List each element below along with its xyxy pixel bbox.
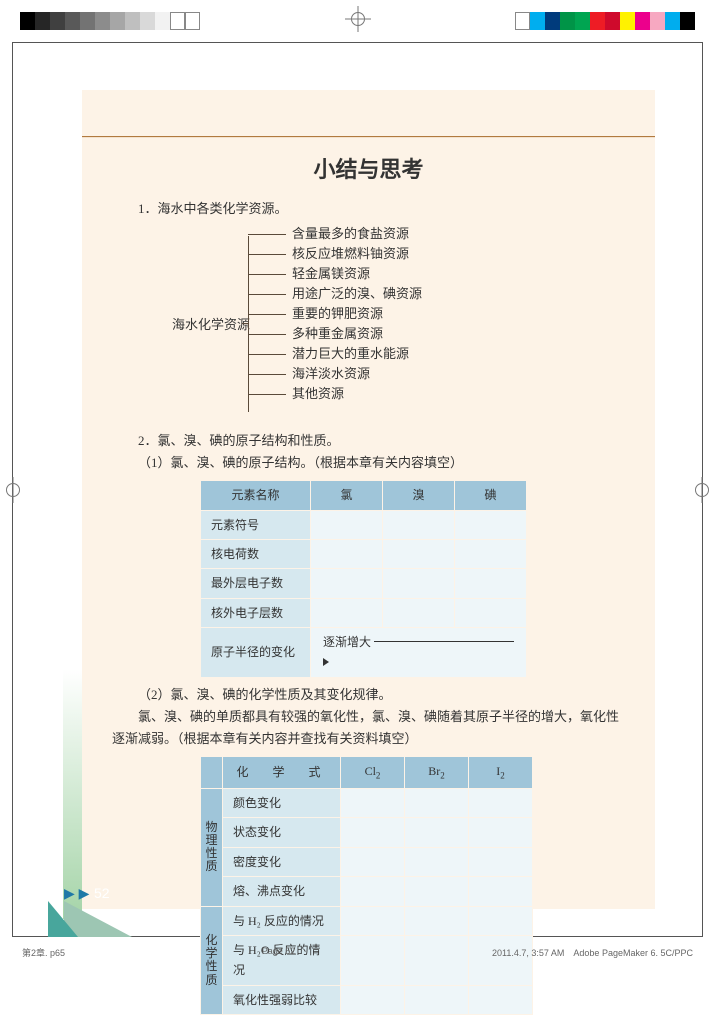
section-2-1: （1）氯、溴、碘的原子结构。（根据本章有关内容填空） [112,452,631,474]
table-chemical-properties: 化 学 式Cl2Br2I2物理性质颜色变化状态变化密度变化熔、沸点变化化学性质与… [200,756,533,1015]
page-content: 小结与思考 1．海水中各类化学资源。 海水化学资源 含量最多的食盐资源核反应堆燃… [82,90,655,909]
crosshair-top [345,6,371,32]
hierarchy-items: 含量最多的食盐资源核反应堆燃料铀资源轻金属镁资源用途广泛的溴、碘资源重要的钾肥资… [280,224,422,404]
page-number-corner: ▶ ▶ 52 [64,883,124,919]
hierarchy-item: 海洋淡水资源 [280,364,422,384]
hierarchy-root: 海水化学资源 [172,314,250,336]
section-2-heading: 2．氯、溴、碘的原子结构和性质。 [112,430,631,452]
footer-left: 第2章. p65 [22,946,65,959]
footer-right: 2011.4.7, 3:57 AM Adobe PageMaker 6. 5C/… [492,946,693,959]
page-number: 52 [94,885,110,901]
section-2-2-body: 氯、溴、碘的单质都具有较强的氧化性，氯、溴、碘随着其原子半径的增大，氧化性逐渐减… [112,706,631,750]
pagenum-arrows-icon: ▶ ▶ [64,885,89,902]
hierarchy-trunk [248,236,280,412]
hierarchy-item: 轻金属镁资源 [280,264,422,284]
footer-mid: Page 52 [262,946,296,959]
hierarchy-item: 核反应堆燃料铀资源 [280,244,422,264]
hierarchy-item: 潜力巨大的重水能源 [280,344,422,364]
section-1-heading: 1．海水中各类化学资源。 [112,198,631,220]
hierarchy-item: 其他资源 [280,384,422,404]
crosshair-right [689,477,715,503]
registration-swatches-right [515,12,695,30]
body: 1．海水中各类化学资源。 海水化学资源 含量最多的食盐资源核反应堆燃料铀资源轻金… [112,198,631,909]
header-rule [82,136,655,138]
table-atomic-structure: 元素名称氯溴碘元素符号核电荷数最外层电子数核外电子层数原子半径的变化逐渐增大 [200,480,527,678]
hierarchy-item: 重要的钾肥资源 [280,304,422,324]
print-footer: 第2章. p65 Page 52 2011.4.7, 3:57 AM Adobe… [22,946,693,959]
hierarchy-item: 用途广泛的溴、碘资源 [280,284,422,304]
hierarchy-item: 含量最多的食盐资源 [280,224,422,244]
page-title: 小结与思考 [82,152,655,184]
registration-swatches-left [20,12,200,30]
hierarchy-item: 多种重金属资源 [280,324,422,344]
crosshair-left [0,477,26,503]
section-2-2: （2）氯、溴、碘的化学性质及其变化规律。 [112,684,631,706]
side-gradient [63,669,82,919]
hierarchy-diagram: 海水化学资源 含量最多的食盐资源核反应堆燃料铀资源轻金属镁资源用途广泛的溴、碘资… [112,224,631,424]
